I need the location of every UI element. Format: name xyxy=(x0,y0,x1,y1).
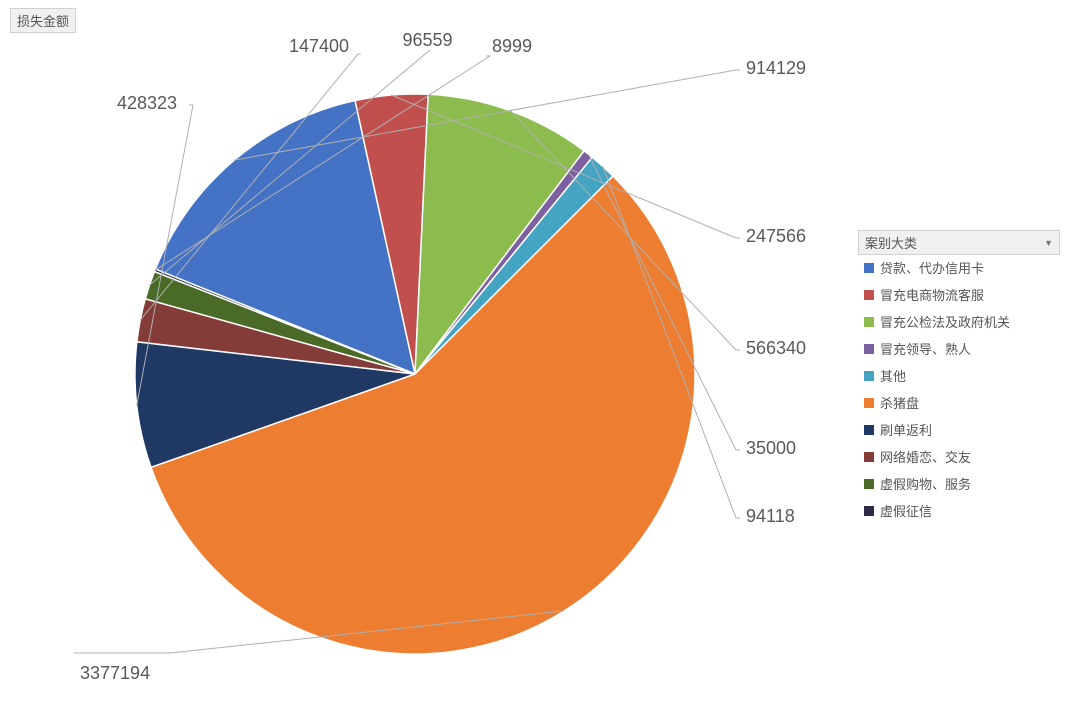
legend-item[interactable]: 冒充电商物流客服 xyxy=(864,285,984,304)
legend-label: 贷款、代办信用卡 xyxy=(880,258,984,277)
legend-label: 刷单返利 xyxy=(880,420,932,439)
legend-swatch xyxy=(864,398,874,408)
legend-title-dropdown[interactable]: 案别大类 ▼ xyxy=(858,230,1060,255)
legend-swatch xyxy=(864,290,874,300)
slice-value-label: 96559 xyxy=(403,30,453,51)
legend-item[interactable]: 冒充领导、熟人 xyxy=(864,339,971,358)
slice-value-label: 428323 xyxy=(117,93,177,114)
slice-value-label: 8999 xyxy=(492,36,532,57)
legend-item[interactable]: 刷单返利 xyxy=(864,420,932,439)
legend-label: 杀猪盘 xyxy=(880,393,919,412)
slice-value-label: 3377194 xyxy=(80,663,150,684)
slice-value-label: 147400 xyxy=(289,36,349,57)
legend-item[interactable]: 贷款、代办信用卡 xyxy=(864,258,984,277)
legend-item[interactable]: 冒充公检法及政府机关 xyxy=(864,312,1010,331)
slice-value-label: 566340 xyxy=(746,338,806,359)
legend-swatch xyxy=(864,344,874,354)
legend-item[interactable]: 其他 xyxy=(864,366,906,385)
slice-value-label: 35000 xyxy=(746,438,796,459)
legend-item[interactable]: 虚假征信 xyxy=(864,501,932,520)
legend-swatch xyxy=(864,317,874,327)
chart-title-text: 损失金额 xyxy=(17,14,69,29)
legend-label: 虚假购物、服务 xyxy=(880,474,971,493)
legend-label: 冒充领导、熟人 xyxy=(880,339,971,358)
legend-swatch xyxy=(864,452,874,462)
chart-title-badge: 损失金额 xyxy=(10,8,76,33)
legend-label: 网络婚恋、交友 xyxy=(880,447,971,466)
legend-swatch xyxy=(864,506,874,516)
legend-label: 虚假征信 xyxy=(880,501,932,520)
legend-swatch xyxy=(864,263,874,273)
legend-item[interactable]: 网络婚恋、交友 xyxy=(864,447,971,466)
chevron-down-icon: ▼ xyxy=(1044,238,1053,248)
slice-value-label: 247566 xyxy=(746,226,806,247)
legend-label: 冒充电商物流客服 xyxy=(880,285,984,304)
slice-value-label: 914129 xyxy=(746,58,806,79)
legend-swatch xyxy=(864,479,874,489)
legend-label: 冒充公检法及政府机关 xyxy=(880,312,1010,331)
legend-title-text: 案别大类 xyxy=(865,233,917,252)
slice-value-label: 94118 xyxy=(746,506,795,527)
legend-swatch xyxy=(864,425,874,435)
legend-item[interactable]: 虚假购物、服务 xyxy=(864,474,971,493)
pie-chart-container: 损失金额 案别大类 ▼ 贷款、代办信用卡冒充电商物流客服冒充公检法及政府机关冒充… xyxy=(0,0,1080,715)
legend-swatch xyxy=(864,371,874,381)
legend-label: 其他 xyxy=(880,366,906,385)
legend-item[interactable]: 杀猪盘 xyxy=(864,393,919,412)
